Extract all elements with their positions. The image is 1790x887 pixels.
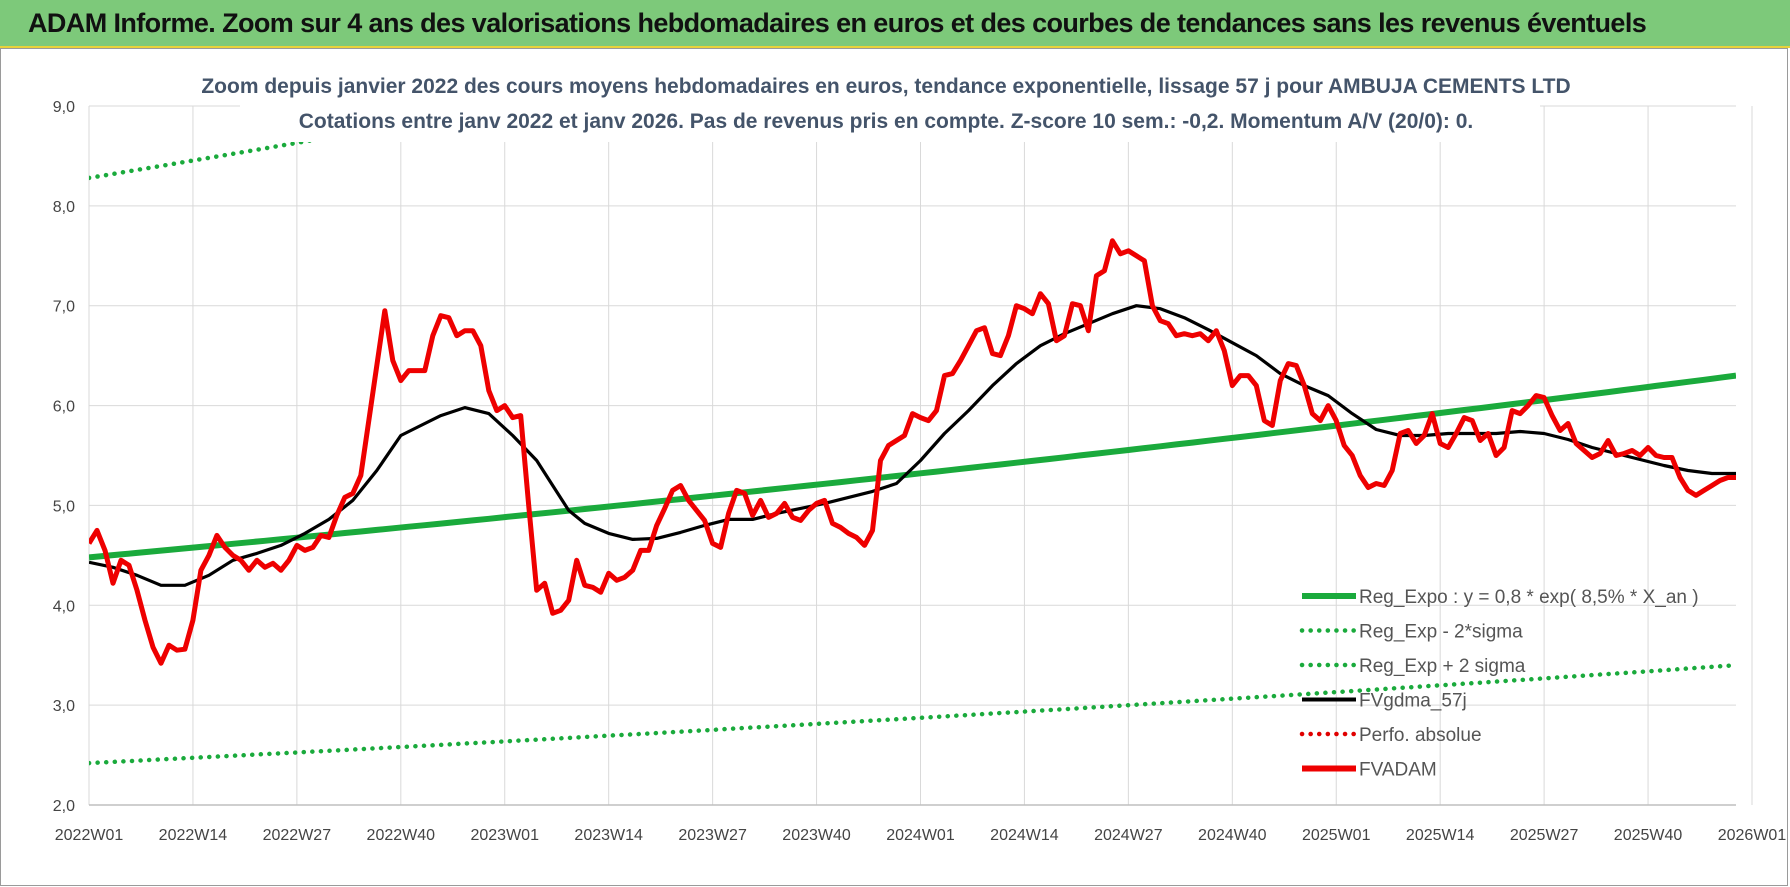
title-background xyxy=(240,70,1540,142)
chart-frame xyxy=(0,48,1788,886)
y-tick-label: 5,0 xyxy=(53,498,75,515)
series-line-5 xyxy=(89,238,1736,666)
legend-label: Perfo. absolue xyxy=(1359,725,1482,746)
chart-title-line2: Cotations entre janv 2022 et janv 2026. … xyxy=(299,110,1473,133)
y-tick-label: 3,0 xyxy=(53,698,75,715)
x-tick-label: 2024W27 xyxy=(1094,827,1163,844)
chart-title-line1: Zoom depuis janvier 2022 des cours moyen… xyxy=(201,75,1570,98)
y-tick-label: 7,0 xyxy=(53,299,75,316)
page-title: ADAM Informe. Zoom sur 4 ans des valoris… xyxy=(28,8,1647,38)
legend-label: FVgdma_57j xyxy=(1359,691,1467,712)
series-line-0 xyxy=(89,372,1736,561)
y-tick-label: 9,0 xyxy=(53,99,75,116)
x-tick-label: 2023W40 xyxy=(782,827,851,844)
series-line-1 xyxy=(89,662,1736,766)
x-tick-label: 2025W01 xyxy=(1302,827,1371,844)
legend-label: Reg_Exp + 2 sigma xyxy=(1359,656,1526,677)
x-tick-label: 2024W14 xyxy=(990,827,1059,844)
legend-label: Reg_Expo : y = 0,8 * exp( 8,5% * X_an ) xyxy=(1359,587,1699,608)
header-banner: ADAM Informe. Zoom sur 4 ans des valoris… xyxy=(0,0,1790,48)
x-tick-label: 2022W40 xyxy=(367,827,436,844)
legend: Reg_Expo : y = 0,8 * exp( 8,5% * X_an ) R… xyxy=(1299,587,1699,781)
x-tick-label: 2023W14 xyxy=(574,827,643,844)
x-tick-label: 2025W27 xyxy=(1510,827,1579,844)
chart-titles: Zoom depuis janvier 2022 des cours moyen… xyxy=(201,70,1571,142)
x-tick-label: 2025W14 xyxy=(1406,827,1475,844)
x-tick-label: 2024W40 xyxy=(1198,827,1267,844)
x-tick-label: 2022W27 xyxy=(263,827,332,844)
legend-label: Reg_Exp - 2*sigma xyxy=(1359,622,1523,643)
x-tick-label: 2022W14 xyxy=(159,827,228,844)
x-tick-label: 2023W27 xyxy=(678,827,747,844)
y-tick-label: 4,0 xyxy=(53,598,75,615)
x-tick-label: 2026W01 xyxy=(1718,827,1787,844)
legend-label: FVADAM xyxy=(1359,760,1437,781)
x-tick-label: 2024W01 xyxy=(886,827,955,844)
x-tick-label: 2023W01 xyxy=(470,827,539,844)
grid xyxy=(88,105,1753,806)
x-tick-label: 2022W01 xyxy=(55,827,124,844)
series-layer xyxy=(89,106,1736,766)
y-tick-label: 2,0 xyxy=(53,798,75,815)
y-tick-label: 6,0 xyxy=(53,399,75,416)
tick-labels: 2,0 3,0 4,0 5,0 6,0 7,0 8,0 9,0 2022W01 2022W14 20… xyxy=(53,99,1787,844)
x-tick-label: 2025W40 xyxy=(1614,827,1683,844)
series-line-3 xyxy=(89,304,1736,587)
y-tick-label: 8,0 xyxy=(53,199,75,216)
